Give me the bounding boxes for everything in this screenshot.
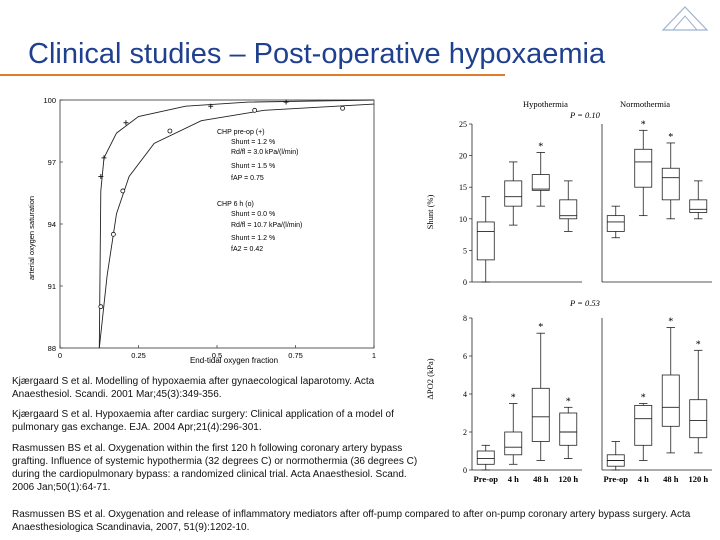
boxplot-y-tick-label: 6	[463, 352, 467, 361]
data-point-plus	[101, 155, 107, 161]
legend-group2-line: Rd/fl = 10.7 kPa/(l/min)	[231, 222, 302, 229]
reference-3: Rasmussen BS et al. Oxygenation within t…	[12, 443, 418, 493]
box	[476, 444, 495, 471]
legend-group1-title: CHP pre-op (+)	[217, 129, 265, 136]
box	[504, 161, 523, 226]
boxplot-y-tick-label: 20	[459, 152, 467, 161]
box	[476, 196, 495, 283]
po2-boxplot: 0 2 4 6 8 * * * * * * Pre-op 4 h 48 h 120 h Pre-op 4 h…	[425, 298, 712, 484]
data-point-circle	[120, 188, 126, 194]
significance-star: *	[641, 393, 646, 404]
boxplot-y-tick-label: 25	[459, 120, 467, 129]
category-label: Pre-op	[474, 474, 499, 484]
box: *	[634, 393, 653, 461]
significance-star: *	[566, 396, 571, 407]
significance-star: *	[696, 339, 701, 350]
title-underline	[0, 74, 505, 76]
boxplot-y-tick-label: 8	[463, 314, 467, 323]
box: *	[689, 339, 708, 454]
shunt-p-value: P = 0.10	[569, 110, 601, 120]
data-point-plus	[283, 99, 289, 105]
data-point-plus	[208, 103, 214, 109]
box: *	[531, 322, 550, 461]
category-label: 120 h	[688, 474, 708, 484]
data-point-plus	[98, 173, 104, 179]
legend-group2-line: Shunt = 1.2 %	[231, 235, 275, 242]
slide-title: Clinical studies – Post-operative hypoxa…	[28, 38, 606, 70]
sat-plot-frame	[59, 99, 375, 349]
sat-ylabel: arterial oxygen saturation	[27, 196, 36, 280]
box	[606, 205, 625, 239]
reference-1: Kjærgaard S et al. Modelling of hypoxaem…	[12, 376, 375, 400]
category-label: Pre-op	[604, 474, 629, 484]
group-label-normothermia: Normothermia	[620, 99, 670, 109]
sat-x-tick-label: 1	[372, 351, 376, 360]
boxplot-y-tick-label: 15	[459, 183, 467, 192]
sat-x-tick-label: 0.25	[131, 351, 146, 360]
boxplot-y-tick-label: 2	[463, 428, 467, 437]
box	[606, 441, 625, 471]
boxplot-y-tick-label: 10	[459, 215, 467, 224]
box: *	[531, 141, 550, 207]
po2-p-value: P = 0.53	[569, 298, 600, 308]
box: *	[504, 393, 523, 465]
significance-star: *	[538, 141, 543, 152]
box: *	[661, 317, 680, 454]
boxplot-y-tick-label: 5	[463, 246, 467, 255]
significance-star: *	[538, 322, 543, 333]
data-point-plus	[123, 120, 129, 126]
category-label: 48 h	[663, 474, 679, 484]
boxplot-y-tick-label: 4	[463, 390, 467, 399]
box: *	[559, 396, 578, 460]
legend-group2-line: fA2 = 0.42	[231, 246, 263, 253]
sat-y-tick-label: 91	[48, 282, 56, 291]
sat-x-tick-label: 0	[58, 351, 62, 360]
logo-icon	[661, 6, 709, 31]
curve-pre-op	[98, 99, 375, 349]
reference-2: Kjærgaard S et al. Hypoxaemia after card…	[12, 409, 394, 433]
group-label-hypothermia: Hypothermia	[523, 99, 568, 109]
legend-group1-line: fAP = 0.75	[231, 175, 264, 182]
reference-4: Rasmussen BS et al. Oxygenation and rele…	[12, 509, 691, 533]
legend-group1-line: Shunt = 1.5 %	[231, 163, 275, 170]
sat-y-tick-label: 94	[48, 220, 56, 229]
category-label: 4 h	[508, 474, 519, 484]
sat-xlabel: End-tidal oxygen fraction	[190, 356, 278, 365]
sat-y-tick-label: 97	[48, 158, 56, 167]
significance-star: *	[511, 393, 516, 404]
saturation-curve-chart: 0 0.25 0.5 0.75 1 88 91 94 97 100 End-tidal oxyge…	[27, 96, 376, 365]
legend-group2-title: CHP 6 h (o)	[217, 201, 254, 208]
boxplot-y-tick-label: 0	[463, 466, 467, 475]
category-label: 48 h	[533, 474, 549, 484]
legend-group1-line: Shunt = 1.2 %	[231, 139, 275, 146]
legend-group1-line: Rd/fl = 3.0 kPa/(l/min)	[231, 149, 299, 156]
significance-star: *	[641, 119, 646, 130]
data-point-circle	[252, 107, 258, 113]
category-label: 120 h	[558, 474, 578, 484]
sat-y-tick-label: 100	[43, 96, 56, 105]
category-label: 4 h	[638, 474, 649, 484]
shunt-ylabel: Shunt (%)	[425, 194, 435, 229]
box: *	[634, 119, 653, 217]
sat-x-tick-label: 0.75	[288, 351, 303, 360]
boxplot-y-tick-label: 0	[463, 278, 467, 287]
box	[559, 180, 578, 232]
significance-star: *	[668, 317, 673, 328]
data-point-circle	[167, 128, 173, 134]
po2-ylabel: ΔPO2 (kPa)	[425, 358, 435, 399]
sat-y-tick-label: 88	[48, 344, 56, 353]
data-point-circle	[340, 105, 346, 111]
box	[689, 180, 708, 220]
data-point-circle	[110, 231, 116, 237]
legend-group2-line: Shunt = 0.0 %	[231, 211, 275, 218]
data-point-circle	[98, 304, 104, 310]
significance-star: *	[668, 132, 673, 143]
box: *	[661, 132, 680, 220]
sat-x-tick-label: 0.5	[212, 351, 222, 360]
